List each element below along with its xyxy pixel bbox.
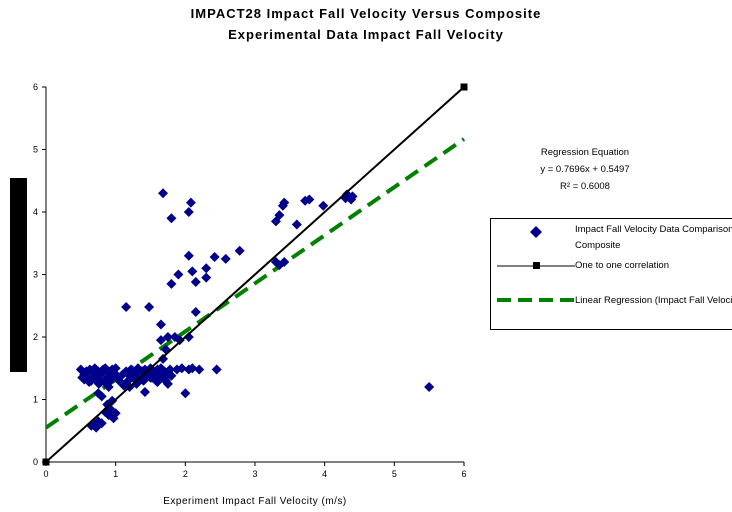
y-axis-label-redacted-bar bbox=[10, 178, 27, 372]
data-point bbox=[121, 302, 132, 312]
y-tick-label: 1 bbox=[33, 395, 38, 405]
data-point bbox=[81, 366, 92, 377]
chart-title-line-1: IMPACT28 Impact Fall Velocity Versus Com… bbox=[190, 6, 542, 21]
data-point bbox=[173, 269, 184, 280]
data-point bbox=[220, 253, 231, 264]
regression-equation: y = 0.7696x + 0.5497 bbox=[540, 164, 630, 175]
data-point bbox=[145, 372, 156, 383]
data-point bbox=[180, 388, 191, 399]
legend-regression-symbol bbox=[497, 298, 575, 302]
data-point bbox=[234, 245, 245, 256]
data-point bbox=[119, 380, 130, 391]
data-point bbox=[201, 263, 212, 274]
data-point bbox=[166, 278, 177, 289]
data-point bbox=[190, 277, 201, 287]
data-point bbox=[155, 319, 166, 330]
data-point bbox=[291, 219, 302, 230]
data-point bbox=[155, 335, 166, 346]
data-point bbox=[158, 188, 169, 199]
x-tick-label: 1 bbox=[113, 469, 118, 479]
data-point bbox=[274, 210, 285, 221]
data-point bbox=[190, 307, 201, 317]
chart-title-line-2: Experimental Data Impact Fall Velocity bbox=[228, 27, 504, 42]
x-tick-label: 0 bbox=[43, 469, 48, 479]
data-point bbox=[110, 363, 121, 374]
data-point bbox=[174, 335, 185, 346]
x-tick-label: 4 bbox=[322, 469, 327, 479]
y-tick-label: 2 bbox=[33, 332, 38, 342]
data-point bbox=[162, 378, 173, 389]
data-point bbox=[158, 353, 169, 364]
regression-heading: Regression Equation bbox=[540, 147, 630, 158]
y-tick-label: 0 bbox=[33, 457, 38, 467]
data-point bbox=[183, 332, 194, 342]
x-tick-label: 2 bbox=[183, 469, 188, 479]
x-tick-label: 3 bbox=[252, 469, 257, 479]
regression-r-squared: R² = 0.6008 bbox=[560, 181, 610, 192]
x-axis-label: Experiment Impact Fall Velocity (m/s) bbox=[163, 496, 347, 507]
data-point bbox=[279, 197, 290, 208]
data-point bbox=[93, 388, 104, 399]
data-point bbox=[176, 363, 187, 374]
data-point bbox=[183, 250, 194, 261]
data-point bbox=[211, 364, 222, 375]
data-point bbox=[166, 213, 177, 224]
chart-legend: Impact Fall Velocity Data Comparison Com… bbox=[490, 218, 732, 330]
data-point bbox=[162, 332, 173, 342]
legend-diamond-marker bbox=[530, 226, 542, 238]
data-point bbox=[279, 257, 290, 267]
data-point bbox=[347, 191, 358, 202]
data-point bbox=[304, 194, 315, 205]
legend-regression-label: Linear Regression (Impact Fall Velocity bbox=[575, 295, 732, 306]
data-point bbox=[139, 387, 150, 397]
data-point bbox=[318, 200, 329, 211]
data-point bbox=[102, 399, 113, 410]
data-point bbox=[424, 382, 435, 392]
data-point bbox=[166, 370, 177, 381]
y-tick-label: 5 bbox=[33, 145, 38, 155]
y-tick-label: 6 bbox=[33, 82, 38, 92]
data-point bbox=[209, 252, 220, 262]
one-to-one-marker bbox=[460, 83, 468, 91]
x-tick-label: 6 bbox=[461, 469, 466, 479]
data-point bbox=[194, 364, 205, 375]
data-point bbox=[201, 272, 212, 283]
data-point bbox=[185, 197, 196, 208]
data-point bbox=[96, 418, 107, 429]
data-point bbox=[131, 378, 142, 389]
legend-one-to-one-symbol bbox=[497, 262, 575, 269]
data-point bbox=[183, 207, 194, 217]
data-point bbox=[77, 372, 88, 383]
y-tick-label: 3 bbox=[33, 270, 38, 280]
legend-one-to-one-label: One to one correlation bbox=[575, 260, 670, 271]
legend-data-label: Impact Fall Velocity Data Comparison Com… bbox=[575, 224, 732, 251]
data-point bbox=[187, 266, 198, 277]
data-point bbox=[110, 408, 121, 419]
data-point bbox=[103, 382, 114, 392]
data-point bbox=[144, 302, 155, 312]
data-point bbox=[187, 363, 198, 374]
one-to-one-line bbox=[45, 86, 465, 463]
regression-line bbox=[44, 137, 466, 430]
x-tick-label: 5 bbox=[392, 469, 397, 479]
one-to-one-marker bbox=[42, 458, 50, 466]
y-tick-label: 4 bbox=[33, 207, 38, 217]
